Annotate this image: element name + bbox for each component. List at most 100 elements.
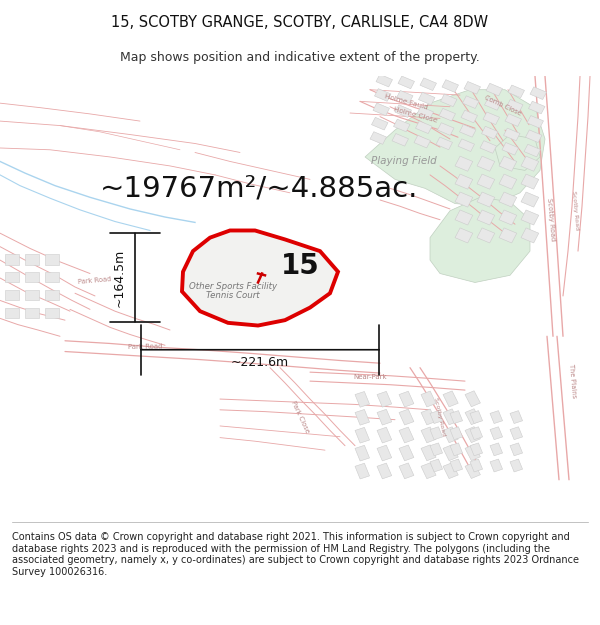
Bar: [25, 254, 39, 264]
Bar: [477, 228, 495, 243]
Bar: [392, 134, 409, 146]
Bar: [45, 308, 59, 318]
Bar: [477, 210, 495, 225]
Bar: [355, 428, 370, 443]
Text: 15, SCOTBY GRANGE, SCOTBY, CARLISLE, CA4 8DW: 15, SCOTBY GRANGE, SCOTBY, CARLISLE, CA4…: [112, 16, 488, 31]
Bar: [395, 105, 412, 118]
Polygon shape: [430, 198, 530, 282]
Bar: [430, 443, 443, 456]
Bar: [524, 144, 541, 157]
Bar: [399, 409, 414, 425]
Bar: [490, 427, 503, 439]
Bar: [508, 85, 524, 98]
Bar: [499, 174, 517, 189]
Bar: [461, 110, 478, 123]
Bar: [394, 119, 410, 132]
Bar: [485, 98, 501, 110]
Bar: [503, 128, 520, 141]
Bar: [421, 409, 436, 425]
Bar: [374, 89, 391, 101]
Text: ~19767m²/~4.885ac.: ~19767m²/~4.885ac.: [100, 174, 418, 203]
Bar: [417, 107, 433, 119]
Bar: [499, 228, 517, 243]
Bar: [477, 156, 495, 171]
Bar: [499, 156, 517, 171]
Text: Contains OS data © Crown copyright and database right 2021. This information is : Contains OS data © Crown copyright and d…: [12, 532, 579, 577]
Bar: [464, 81, 481, 94]
Bar: [25, 272, 39, 282]
Bar: [529, 101, 545, 114]
Bar: [527, 116, 544, 128]
Text: Scotby Road: Scotby Road: [546, 198, 556, 241]
Bar: [482, 126, 498, 139]
Bar: [443, 427, 458, 442]
Bar: [430, 427, 443, 439]
Bar: [377, 428, 392, 443]
Bar: [430, 459, 443, 472]
Polygon shape: [196, 236, 268, 278]
Bar: [465, 391, 481, 407]
Text: Holme Close: Holme Close: [392, 106, 437, 124]
Polygon shape: [495, 134, 540, 171]
Bar: [490, 411, 503, 424]
Text: 15: 15: [281, 253, 319, 281]
Bar: [499, 192, 517, 207]
Bar: [377, 391, 392, 407]
Bar: [370, 132, 386, 144]
Bar: [443, 409, 458, 425]
Bar: [510, 411, 523, 424]
Bar: [421, 445, 436, 461]
Bar: [526, 130, 542, 142]
Bar: [416, 121, 432, 134]
Text: Scotby Road: Scotby Road: [571, 191, 579, 231]
Bar: [465, 409, 481, 425]
Bar: [502, 142, 518, 155]
Text: Park Road: Park Road: [128, 344, 162, 351]
Bar: [355, 409, 370, 425]
Bar: [499, 210, 517, 225]
Bar: [477, 174, 495, 189]
Text: Park Close: Park Close: [290, 400, 310, 434]
Bar: [440, 94, 457, 107]
Bar: [355, 463, 370, 479]
Bar: [377, 445, 392, 461]
Bar: [470, 443, 482, 456]
Text: Map shows position and indicative extent of the property.: Map shows position and indicative extent…: [120, 51, 480, 64]
Bar: [442, 80, 458, 92]
Bar: [399, 463, 414, 479]
Bar: [483, 112, 499, 124]
Bar: [25, 289, 39, 301]
Bar: [450, 411, 463, 424]
Bar: [465, 462, 481, 479]
Bar: [355, 391, 370, 408]
Bar: [465, 427, 481, 442]
Bar: [521, 192, 539, 207]
Bar: [455, 174, 473, 189]
Bar: [450, 459, 463, 472]
Bar: [419, 92, 435, 105]
Bar: [486, 83, 502, 96]
Bar: [45, 254, 59, 264]
Bar: [436, 137, 452, 150]
Bar: [470, 427, 482, 439]
Bar: [521, 174, 539, 189]
Bar: [465, 444, 481, 461]
Bar: [371, 118, 388, 130]
Bar: [521, 228, 539, 243]
Text: Playing Field: Playing Field: [371, 156, 437, 166]
Bar: [505, 114, 521, 126]
Bar: [397, 91, 413, 103]
Polygon shape: [365, 90, 545, 206]
Bar: [510, 443, 523, 456]
Bar: [450, 427, 463, 439]
Bar: [414, 135, 430, 148]
Bar: [437, 122, 454, 136]
Bar: [510, 459, 523, 472]
Bar: [521, 156, 539, 171]
Bar: [455, 192, 473, 207]
Bar: [458, 139, 475, 151]
Bar: [460, 124, 476, 137]
Bar: [480, 141, 496, 153]
Bar: [490, 459, 503, 472]
Bar: [376, 74, 392, 87]
